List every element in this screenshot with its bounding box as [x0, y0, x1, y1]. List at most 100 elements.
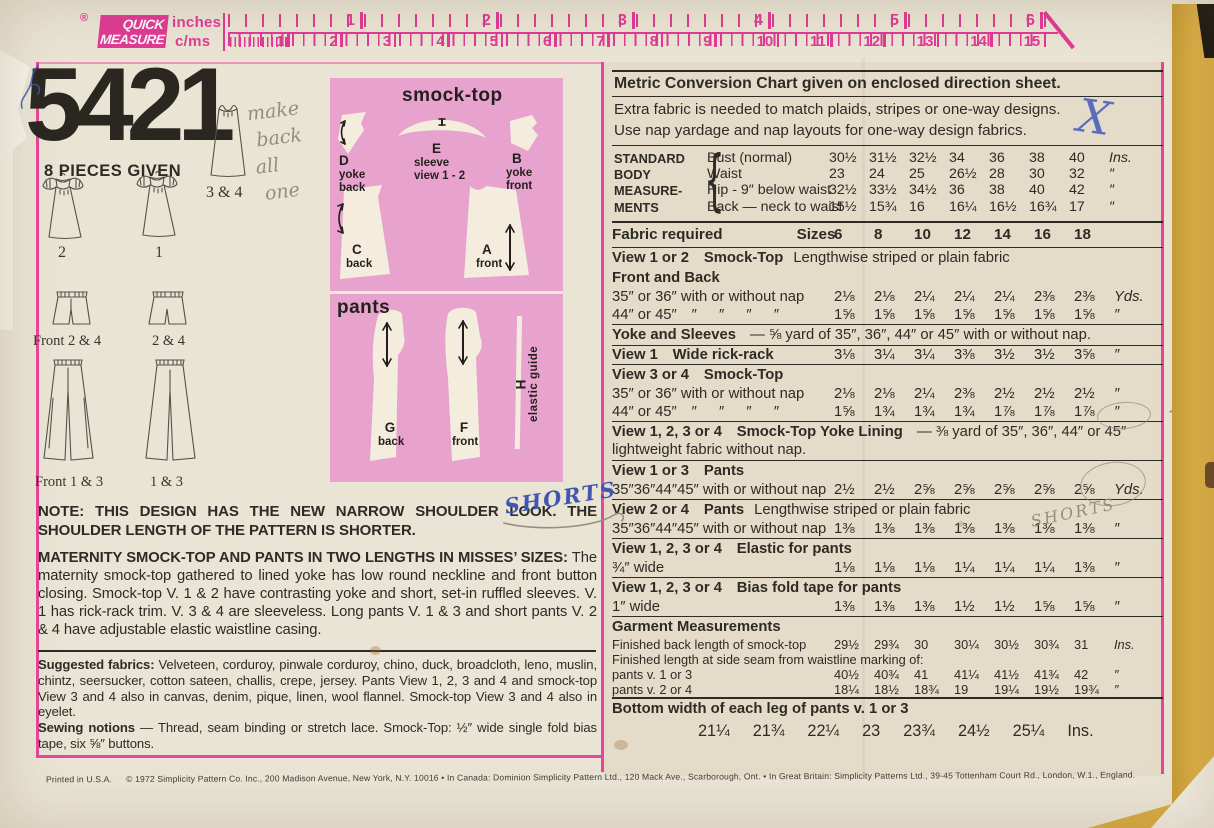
- fabric-required-label: Fabric required: [612, 225, 723, 243]
- fabric-value: 1⅜: [1034, 520, 1055, 537]
- row-label: Finished back length of smock-top: [612, 636, 807, 652]
- unit-label: ″: [1114, 520, 1120, 537]
- unit-label: ″: [1109, 198, 1115, 215]
- fabric-value: 2⅝: [914, 481, 935, 498]
- measurement-value: 32: [1069, 166, 1085, 183]
- fabric-value: 2⅝: [954, 481, 975, 498]
- fabric-value: 1½: [994, 598, 1015, 615]
- ruler-cm-number: 7: [596, 33, 605, 50]
- age-spot: [614, 740, 628, 750]
- measurement-value: 22¼: [807, 721, 840, 740]
- printed-in: Printed in U.S.A.: [45, 774, 113, 785]
- pieces-given-label: 8 PIECES GIVEN: [44, 162, 182, 180]
- measurement-label: Back — neck to waist: [707, 198, 843, 215]
- cm-major-tick: [607, 33, 610, 47]
- section-text: View 2 or 4 Pants Lengthwise striped or p…: [612, 500, 1163, 520]
- sewing-notions: Sewing notions — Thread, seam binding or…: [38, 720, 597, 752]
- fabric-value: 18½: [874, 681, 899, 697]
- edge-notch: [1205, 462, 1214, 488]
- paper-crease: [862, 58, 865, 774]
- unit-label: ″: [1114, 306, 1120, 323]
- fabric-value: 1⅜: [834, 520, 855, 537]
- ruler-cm-number: 5: [489, 33, 498, 50]
- copyright-text: © 1972 Simplicity Pattern Co. Inc., 200 …: [126, 769, 1136, 785]
- ruler-unit-inches: inches: [172, 14, 222, 31]
- section-row: Bottom width of each leg of pants v. 1 o…: [612, 696, 1163, 719]
- row-label: 35″36″44″45″ with or without nap: [612, 520, 827, 537]
- piece-letter: B: [512, 151, 522, 166]
- ruler-inch-number: 2: [482, 12, 491, 29]
- ruler-cm-number: 10: [756, 33, 774, 50]
- cm-major-tick: [883, 33, 886, 47]
- nap-note-line1: Extra fabric is needed to match plaids, …: [614, 101, 1061, 118]
- fabric-value: 1⅛: [834, 559, 855, 576]
- sketch-label-shorts-back: 2 & 4: [152, 333, 186, 349]
- unit-label: ″: [1114, 403, 1120, 420]
- sizes-label: Sizes: [796, 225, 836, 243]
- section-title: View 1 or 2 Smock-Top: [612, 249, 784, 266]
- value-row: 44″ or 45″ ″ ″ ″ ″ 1⅝ 1¾ 1¾ 1¾ 1⅞ 1⅞ 1⅞ ″: [612, 403, 1163, 421]
- piece-word: front: [476, 258, 503, 270]
- copyright-line: Printed in U.S.A. © 1972 Simplicity Patt…: [46, 770, 1135, 785]
- section-text: Bottom width of each leg of pants v. 1 o…: [612, 699, 1163, 719]
- section-row: View 1, 2, 3 or 4 Elastic for pants: [612, 537, 1163, 559]
- ruler-scale: 1 2 3 4 5 6 1 2 3 4 5 6 7 8 9 10 11 12 13 14 15: [228, 12, 1088, 56]
- section-row: View 3 or 4 Smock-Top: [612, 363, 1163, 385]
- description-body: The maternity smock-top gathered to line…: [38, 550, 598, 638]
- piece-letter: H: [513, 379, 529, 390]
- inch-major-tick: [904, 12, 907, 29]
- piece-letter: F: [459, 420, 469, 435]
- fabric-value: 2¼: [914, 288, 935, 305]
- piece-letter: E: [432, 141, 442, 156]
- measurement-value: 32½: [909, 150, 937, 166]
- brace: {: [704, 140, 725, 220]
- pattern-number: 5421: [25, 47, 235, 163]
- caption-line: STANDARD: [614, 151, 685, 166]
- ruler-inch-number: 1: [346, 12, 355, 29]
- envelope-flap: [1172, 4, 1214, 828]
- sketch-label-pants-front: Front 1 & 3: [35, 474, 104, 490]
- notions-lead: Sewing notions: [38, 720, 135, 735]
- row-label: View 1 Wide rick-rack: [612, 346, 774, 363]
- fabric-value: 2⅛: [874, 288, 895, 305]
- fabric-value: 40¾: [874, 666, 899, 682]
- fabric-value: 1⅞: [1034, 403, 1055, 420]
- ruler-cm-number: 13: [916, 33, 934, 50]
- fabric-value: 1⅜: [914, 520, 935, 537]
- row-label: 35″36″44″45″ with or without nap: [612, 481, 827, 498]
- section-row: View 1 or 2 Smock-Top Lengthwise striped …: [612, 246, 1163, 268]
- age-spot: [957, 521, 964, 527]
- fabric-value: 1⅜: [1074, 520, 1095, 537]
- measurement-value: 33½: [869, 182, 897, 199]
- handwriting-make-back: make back all one: [246, 95, 311, 209]
- fabric-value: 1⅝: [954, 306, 975, 323]
- measurement-value: 34: [949, 150, 965, 166]
- ruler-cm-number: 1: [276, 33, 285, 50]
- ruler-inch-number: 6: [1026, 12, 1035, 29]
- yardage-chart: Metric Conversion Chart given on enclose…: [612, 70, 1163, 745]
- fabric-value: 1¾: [954, 403, 975, 420]
- fabric-value: 1½: [954, 598, 975, 615]
- measurement-value: 32½: [829, 182, 857, 199]
- fabric-value: 18¼: [834, 681, 859, 697]
- row-label: 44″ or 45″ ″ ″ ″ ″: [612, 403, 780, 420]
- fabric-value: 1⅝: [834, 403, 855, 420]
- measurement-value: 30½: [829, 150, 857, 166]
- section-text: Garment Measurements: [612, 617, 1163, 637]
- fabric-value: 41¼: [954, 666, 979, 682]
- ruler-cm-number: 9: [703, 33, 712, 50]
- row-label: ¾″ wide: [612, 559, 665, 576]
- unit-label: ″: [1114, 598, 1120, 615]
- section-title: View 1, 2, 3 or 4 Bias fold tape for pan…: [612, 579, 902, 596]
- measurement-value: 38: [989, 182, 1005, 199]
- body-measurement-row: Back — neck to waist 15½ 15¾ 16 16¼ 16½ 16¾ 17 ″: [707, 199, 1163, 215]
- section-title: Front and Back: [612, 269, 720, 286]
- value-row: 1″ wide 1⅜ 1⅜ 1⅜ 1½ 1½ 1⅝ 1⅝ ″: [612, 598, 1163, 616]
- unit-label: ″: [1114, 681, 1119, 697]
- pants-title: pants: [337, 297, 391, 318]
- fabric-value: 2⅜: [1074, 288, 1095, 305]
- piece-label-h-words: elastic guide: [528, 346, 541, 422]
